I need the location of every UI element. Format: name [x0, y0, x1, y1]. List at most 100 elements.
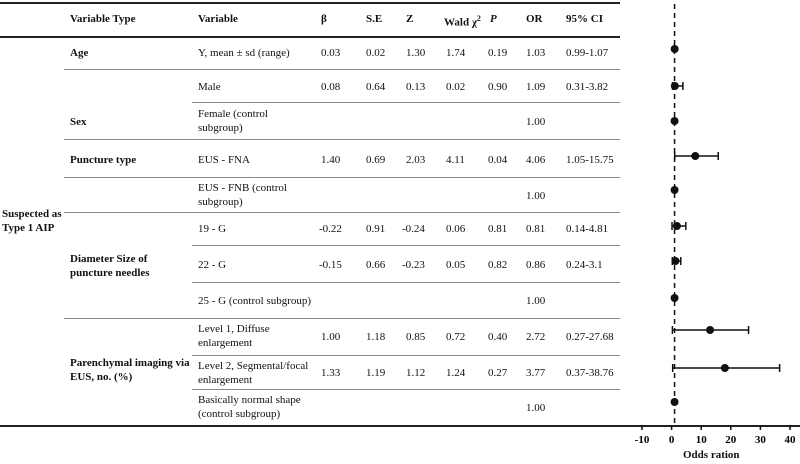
cell-wald: 0.05	[446, 259, 466, 271]
cell-z: -0.23	[402, 259, 425, 271]
cell-variable: 25 - G (control subgroup)	[198, 295, 312, 307]
cell-beta: 1.00	[321, 331, 341, 343]
cell-se: 1.19	[366, 367, 386, 379]
cell-ci: 0.37-38.76	[566, 367, 614, 379]
x-tick-label: -10	[635, 434, 650, 446]
cell-wald: 1.24	[446, 367, 466, 379]
cell-z: 2.03	[406, 154, 426, 166]
cell-wald: 0.02	[446, 81, 466, 93]
cell-wald: 0.72	[446, 331, 466, 343]
type-sex: Sex	[70, 116, 87, 128]
cell-wald: 1.74	[446, 47, 466, 59]
cell-wald: 0.06	[446, 223, 466, 235]
cell-variable: EUS - FNB (control subgroup)	[198, 182, 287, 208]
type-imaging: Parenchymal imaging via EUS, no. (%)	[70, 357, 190, 383]
cell-se: 0.02	[366, 47, 386, 59]
cell-se: 0.91	[366, 223, 386, 235]
cell-beta: 1.40	[321, 154, 341, 166]
cell-beta: 0.03	[321, 47, 341, 59]
cell-or: 1.00	[526, 190, 546, 202]
odds-ratio-point	[671, 257, 680, 265]
row-divider	[64, 177, 620, 178]
x-tick-label: 40	[785, 434, 797, 446]
cell-se: 0.66	[366, 259, 386, 271]
cell-or: 1.00	[526, 295, 546, 307]
cell-p: 0.40	[488, 331, 508, 343]
x-tick-label: 0	[669, 434, 675, 446]
cell-or: 3.77	[526, 367, 546, 379]
cell-ci: 0.31-3.82	[566, 81, 609, 93]
cell-variable: Level 1, Diffuse enlargement	[198, 323, 270, 349]
cell-or: 4.06	[526, 154, 546, 166]
header-p: P	[490, 13, 497, 25]
row-divider	[192, 389, 620, 390]
odds-ratio-point	[706, 326, 715, 334]
odds-ratio-point	[670, 82, 679, 90]
x-tick-label: 10	[696, 434, 708, 446]
cell-ci: 0.27-27.68	[566, 331, 614, 343]
cell-variable: Level 2, Segmental/focal enlargement	[198, 360, 309, 386]
odds-ratio-point	[691, 152, 700, 160]
cell-se: 0.64	[366, 81, 386, 93]
x-axis-label: Odds ration	[683, 449, 740, 461]
cell-p: 0.27	[488, 367, 508, 379]
cell-variable: Female (control subgroup)	[198, 108, 268, 134]
cell-p: 0.04	[488, 154, 508, 166]
cell-p: 0.82	[488, 259, 508, 271]
cell-variable: 22 - G	[198, 259, 227, 271]
header-wald: Wald χ2	[444, 12, 481, 30]
header-wald-text: Wald χ	[444, 16, 477, 29]
cell-beta: -0.22	[319, 223, 342, 235]
header-bottom-rule	[0, 36, 620, 38]
cell-se: 0.69	[366, 154, 386, 166]
header-variable: Variable	[198, 13, 238, 25]
x-tick-label: 30	[755, 434, 767, 446]
row-divider	[64, 318, 620, 319]
cell-ci: 0.24-3.1	[566, 259, 603, 271]
row-divider	[64, 69, 620, 70]
header-wald-sup: 2	[476, 14, 481, 23]
row-divider	[192, 245, 620, 246]
cell-or: 1.03	[526, 47, 546, 59]
odds-ratio-point	[672, 222, 681, 230]
cell-z: -0.24	[402, 223, 425, 235]
type-age: Age	[70, 47, 89, 59]
table-bottom-rule	[0, 425, 800, 427]
cell-z: 0.13	[406, 81, 426, 93]
cell-ci: 1.05-15.75	[566, 154, 614, 166]
odds-ratio-point	[720, 364, 729, 372]
odds-ratio-point	[670, 117, 679, 125]
cell-or: 1.00	[526, 116, 546, 128]
odds-ratio-point	[670, 186, 679, 194]
odds-ratio-point	[670, 294, 679, 302]
type-diameter: Diameter Size of puncture needles	[70, 253, 150, 279]
cell-beta: -0.15	[319, 259, 342, 271]
type-puncture: Puncture type	[70, 154, 137, 166]
cell-beta: 1.33	[321, 367, 341, 379]
cell-variable: 19 - G	[198, 223, 227, 235]
cell-z: 1.12	[406, 367, 426, 379]
cell-variable: Basically normal shape (control subgroup…	[198, 394, 301, 420]
cell-variable: EUS - FNA	[198, 154, 250, 166]
cell-p: 0.81	[488, 223, 508, 235]
header-variable-type: Variable Type	[70, 13, 136, 25]
cell-or: 1.00	[526, 402, 546, 414]
cell-ci: 0.99-1.07	[566, 47, 609, 59]
cell-or: 0.81	[526, 223, 546, 235]
x-tick-label: 20	[725, 434, 737, 446]
row-divider	[192, 282, 620, 283]
odds-ratio-point	[670, 45, 679, 53]
cell-ci: 0.14-4.81	[566, 223, 609, 235]
header-ci: 95% CI	[566, 13, 603, 25]
row-divider	[64, 212, 620, 213]
cell-or: 0.86	[526, 259, 546, 271]
cell-se: 1.18	[366, 331, 386, 343]
header-se: S.E	[366, 13, 383, 25]
cell-z: 0.85	[406, 331, 426, 343]
table-top-rule	[0, 2, 620, 4]
cell-p: 0.90	[488, 81, 508, 93]
cell-z: 1.30	[406, 47, 426, 59]
group-label: Suspected as Type 1 AIP	[2, 208, 62, 234]
cell-or: 1.09	[526, 81, 546, 93]
